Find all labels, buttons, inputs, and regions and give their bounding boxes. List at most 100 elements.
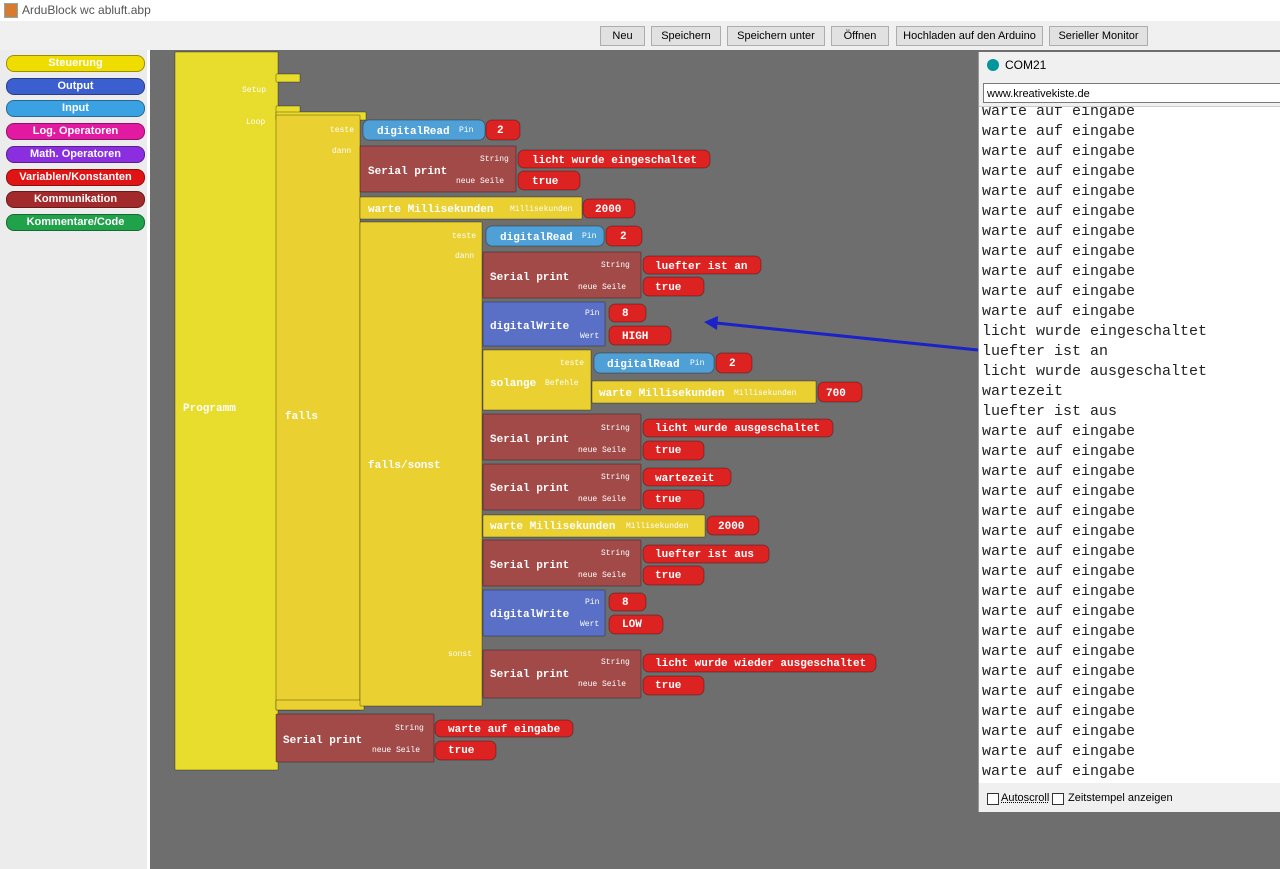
block-shape [608, 325, 672, 346]
output-line: luefter ist an [982, 343, 1109, 360]
output-line: warte auf eingabe [982, 163, 1136, 180]
output-line: warte auf eingabe [982, 763, 1136, 780]
toolbar-button[interactable]: Speichern unter [727, 26, 825, 46]
socket-label: neue Seile [578, 680, 626, 689]
block-label: 2 [497, 125, 504, 137]
output-line: warte auf eingabe [982, 663, 1136, 680]
output-area: warte auf eingabe warte auf eingabe warte … [979, 106, 1280, 783]
block-label: Serial print [490, 272, 569, 284]
output-line: warte auf eingabe [982, 623, 1136, 640]
socket-label: sonst [448, 650, 472, 659]
block-shape [482, 649, 642, 699]
block-shape [582, 198, 636, 219]
toolbar: Neu Speichern Speichern unter Öffnen Hochlad… [0, 21, 1280, 50]
output-line: warte auf eingabe [982, 106, 1136, 120]
monitor-title: COM21 [1005, 58, 1047, 72]
socket-label: neue Seile [456, 177, 504, 186]
block-shape [642, 255, 762, 275]
app-icon [4, 3, 18, 18]
output-lines: warte auf eingabe warte auf eingabe warte … [982, 106, 1208, 782]
output-line: warte auf eingabe [982, 423, 1136, 440]
timestamp-label[interactable]: Zeitstempel anzeigen [1068, 792, 1173, 804]
toolbar-button[interactable]: Speichern [651, 26, 721, 46]
serial-monitor: COM21 www.kreativekiste.de warte auf ein… [978, 52, 1280, 812]
socket-label: Millisekunden [626, 522, 689, 531]
block-label: Serial print [490, 669, 569, 681]
socket-label: dann [455, 252, 474, 261]
block-shape [434, 719, 574, 738]
output-line: warte auf eingabe [982, 523, 1136, 540]
toolbar-button[interactable]: Serieller Monitor [1049, 26, 1148, 46]
block-label: Serial print [283, 735, 362, 747]
category-button[interactable]: Math. Operatoren [6, 145, 145, 163]
block-label: luefter ist aus [655, 549, 754, 561]
output-line: warte auf eingabe [982, 143, 1136, 160]
block-palette: Steuerung Output Input Log. Operatoren Math.… [0, 50, 147, 869]
separator [147, 50, 150, 869]
socket-label: Pin [459, 126, 474, 135]
output-line: warte auf eingabe [982, 603, 1136, 620]
toolbar-button[interactable]: Öffnen [831, 26, 889, 46]
socket-label: String [601, 549, 630, 558]
block-shape [359, 196, 583, 220]
block-shape [517, 149, 711, 169]
toolbar-button[interactable]: Neu [600, 26, 645, 46]
category-button[interactable]: Kommentare/Code [6, 213, 145, 231]
category-button[interactable]: Steuerung [6, 55, 145, 72]
block-shape [482, 514, 706, 538]
block-label: warte Millisekunden [599, 388, 724, 400]
block-label: true [655, 680, 682, 692]
arrow-head [704, 316, 718, 330]
block-shape [605, 225, 643, 247]
socket-label: dann [332, 147, 351, 156]
block-label: 2000 [718, 521, 744, 533]
block-shape [608, 303, 647, 323]
block-shape [642, 565, 705, 586]
block-label: digitalWrite [490, 609, 570, 621]
socket-label: String [395, 724, 424, 733]
output-line: warte auf eingabe [982, 703, 1136, 720]
block-shape [642, 467, 732, 487]
block-label: true [655, 445, 682, 457]
block-shape [482, 463, 642, 511]
block-label: Serial print [368, 166, 447, 178]
output-line: licht wurde ausgeschaltet [982, 363, 1208, 380]
block-shape [591, 380, 817, 404]
send-input[interactable]: www.kreativekiste.de [983, 83, 1280, 103]
block-shape [275, 713, 435, 763]
autoscroll-checkbox[interactable] [987, 793, 999, 805]
socket-label: neue Seile [578, 571, 626, 580]
output-line: warte auf eingabe [982, 303, 1136, 320]
block-shape [642, 489, 705, 510]
block-shape [482, 349, 592, 411]
block-label: true [655, 282, 682, 294]
block-shape [715, 352, 753, 374]
block-label: true [655, 494, 682, 506]
category-button[interactable]: Variablen/Konstanten [6, 168, 145, 186]
toolbar-button[interactable]: Hochladen auf den Arduino [896, 26, 1043, 46]
block-label: solange [490, 378, 537, 390]
block-label: HIGH [622, 331, 648, 343]
socket-label: teste [452, 232, 476, 241]
socket-label: String [601, 261, 630, 270]
socket-label: Pin [582, 232, 597, 241]
block-shape [642, 440, 705, 461]
block-label: 2 [729, 358, 736, 370]
block-label: licht wurde eingeschaltet [532, 155, 697, 167]
output-line: warte auf eingabe [982, 243, 1136, 260]
socket-label: Loop [246, 118, 265, 127]
program-blocks: Programm Setup Loop falls teste dann digitalRe… [174, 51, 979, 771]
block-label: 8 [622, 308, 629, 320]
block-label: falls/sonst [368, 460, 441, 472]
autoscroll-label[interactable]: Autoscroll [1001, 792, 1050, 804]
block-label: digitalRead [500, 232, 573, 244]
category-button[interactable]: Input [6, 100, 145, 118]
output-line: licht wurde eingeschaltet [982, 323, 1208, 340]
category-button[interactable]: Log. Operatoren [6, 123, 145, 141]
socket-label: Pin [585, 309, 600, 318]
category-button[interactable]: Output [6, 77, 145, 95]
timestamp-checkbox[interactable] [1052, 793, 1064, 805]
block-shape [517, 170, 581, 191]
block-shape [359, 145, 517, 193]
category-button[interactable]: Kommunikation [6, 191, 145, 209]
